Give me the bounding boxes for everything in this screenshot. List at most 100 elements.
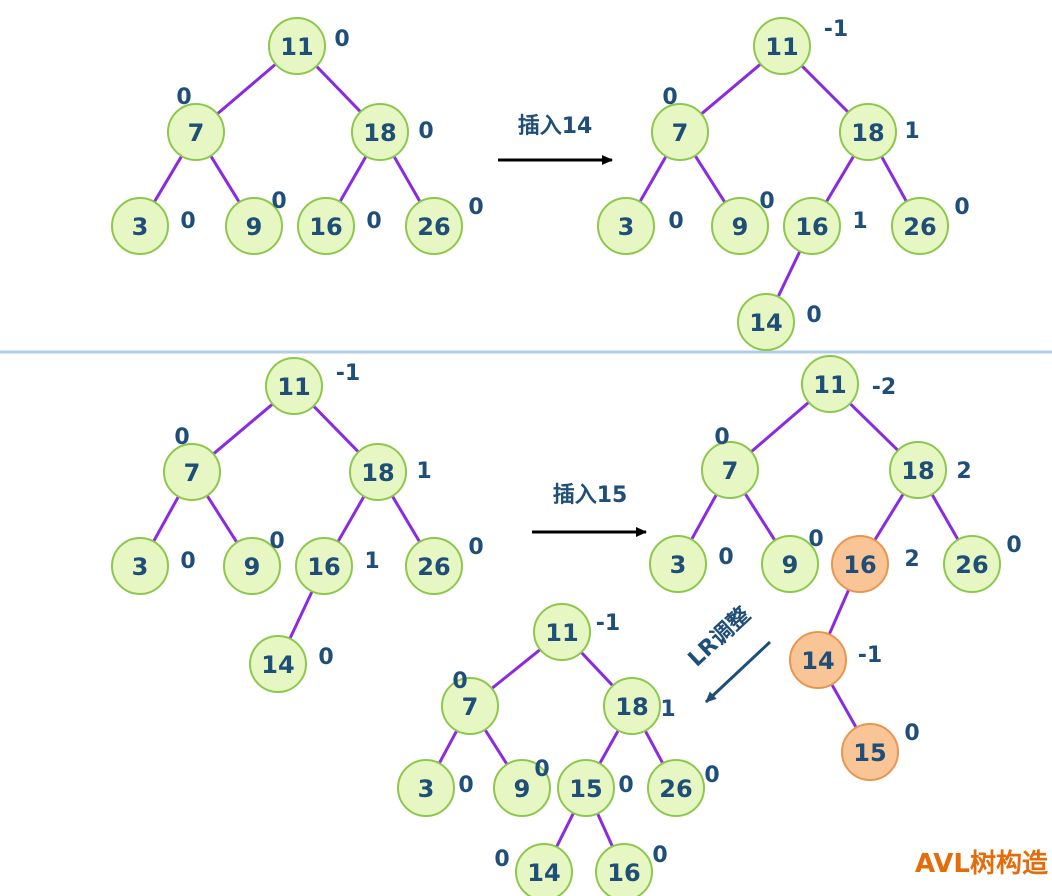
balance-factor: 0 — [954, 195, 969, 220]
node-circle — [265, 357, 323, 415]
balance-factor: 0 — [808, 527, 823, 552]
edge-n15-n16 — [596, 812, 614, 848]
balance-factor: 0 — [180, 209, 195, 234]
balance-factor: 1 — [660, 697, 675, 722]
node-26: 26 — [647, 759, 705, 817]
balance-factor: 0 — [652, 843, 667, 868]
node-7: 7 — [167, 103, 225, 161]
balance-factor: 0 — [806, 303, 821, 328]
edge-n7-n3 — [437, 729, 459, 765]
balance-factor: 0 — [904, 721, 919, 746]
balance-factor: 0 — [704, 763, 719, 788]
balance-factor: 1 — [904, 119, 919, 144]
node-value: 9 — [732, 213, 749, 241]
balance-factor: 2 — [956, 459, 971, 484]
balance-factor: -2 — [872, 375, 896, 400]
node-circle — [111, 197, 169, 255]
node-circle — [597, 197, 655, 255]
balance-factor: 0 — [180, 549, 195, 574]
node-circle — [397, 759, 455, 817]
edge-n14-n15 — [830, 683, 858, 729]
balance-factor: 0 — [418, 119, 433, 144]
edge-n11-n18 — [800, 64, 850, 114]
node-value: 7 — [188, 119, 205, 147]
node-value: 14 — [261, 651, 294, 679]
node-value: 15 — [569, 775, 602, 803]
node-circle — [441, 677, 499, 735]
node-value: 18 — [615, 693, 648, 721]
node-3: 3 — [111, 537, 169, 595]
node-value: 11 — [277, 373, 310, 401]
edge-n11-n7 — [216, 63, 277, 115]
edge-n18-n26 — [392, 155, 422, 203]
node-circle — [711, 197, 769, 255]
edge-n18-n26 — [880, 155, 908, 203]
balance-factor: 2 — [904, 547, 919, 572]
node-value: 11 — [813, 371, 846, 399]
node-7: 7 — [441, 677, 499, 735]
edge-n7-n9 — [743, 492, 777, 542]
edge-n11-n18 — [580, 651, 614, 687]
node-18: 18 — [351, 103, 409, 161]
node-value: 3 — [132, 213, 149, 241]
balance-factor: 0 — [452, 669, 467, 694]
node-16: 16 — [295, 537, 353, 595]
balance-factor: 0 — [668, 209, 683, 234]
node-value: 26 — [417, 553, 450, 581]
node-16: 16 — [831, 535, 889, 593]
node-26: 26 — [405, 537, 463, 595]
edge-n18-n26 — [930, 493, 960, 541]
node-circle — [249, 635, 307, 693]
node-circle — [603, 677, 661, 735]
node-15: 15 — [557, 759, 615, 817]
node-3: 3 — [397, 759, 455, 817]
node-value: 3 — [418, 775, 435, 803]
node-value: 18 — [361, 459, 394, 487]
balance-factor: -1 — [858, 643, 882, 668]
node-value: 7 — [184, 459, 201, 487]
balance-factor: 0 — [714, 425, 729, 450]
node-circle — [647, 759, 705, 817]
node-value: 18 — [363, 119, 396, 147]
node-circle — [515, 843, 573, 896]
balance-factor: 1 — [852, 209, 867, 234]
node-3: 3 — [597, 197, 655, 255]
balance-factor: 0 — [494, 847, 509, 872]
balance-factor: 0 — [468, 195, 483, 220]
node-circle — [753, 17, 811, 75]
node-14: 14 — [515, 843, 573, 896]
node-value: 15 — [853, 739, 886, 767]
edge-n18-n16 — [336, 495, 366, 543]
balance-factor: 0 — [269, 529, 284, 554]
node-value: 18 — [851, 119, 884, 147]
edge-n11-n7 — [212, 402, 274, 456]
node-circle — [761, 535, 819, 593]
node-16: 16 — [297, 197, 355, 255]
balance-factor: 0 — [662, 85, 677, 110]
balance-factor: 0 — [318, 645, 333, 670]
balance-factor: 1 — [416, 459, 431, 484]
edge-n11-n18 — [312, 404, 360, 454]
balance-factor: 0 — [271, 189, 286, 214]
node-value: 16 — [307, 553, 340, 581]
balance-factor: 0 — [174, 425, 189, 450]
node-11: 11 — [268, 17, 326, 75]
edge-n16-n14 — [288, 590, 314, 640]
node-18: 18 — [839, 103, 897, 161]
node-circle — [111, 537, 169, 595]
balance-factor: 0 — [458, 773, 473, 798]
edge-n18-n26 — [391, 495, 421, 543]
balance-factor: 0 — [176, 85, 191, 110]
edge-n18-n15 — [598, 729, 620, 765]
node-9: 9 — [493, 759, 551, 817]
node-circle — [943, 535, 1001, 593]
node-value: 3 — [670, 551, 687, 579]
edge-n18-n16 — [825, 155, 855, 203]
edge-n16-n14 — [776, 250, 802, 298]
edge-n11-n7 — [700, 62, 762, 116]
node-value: 14 — [527, 859, 560, 887]
